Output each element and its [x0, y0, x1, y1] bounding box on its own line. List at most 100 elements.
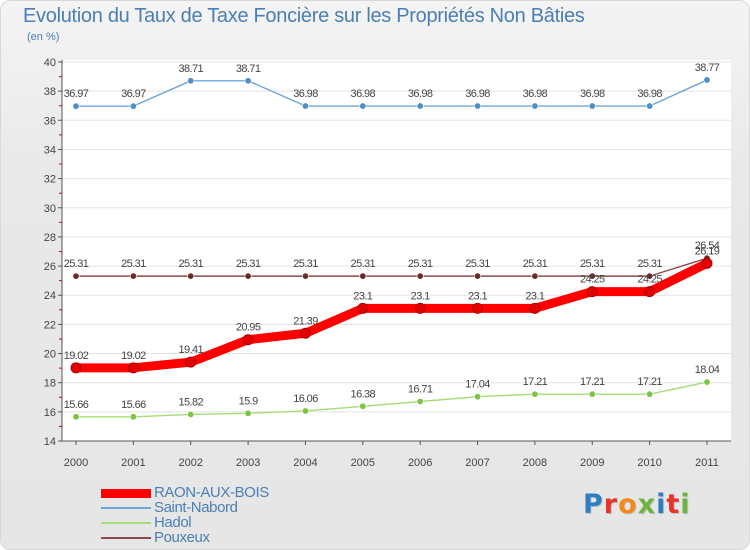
- data-point: [531, 272, 539, 280]
- data-label: 36.98: [293, 88, 318, 100]
- data-label: 25.31: [351, 258, 376, 270]
- data-label: 20.95: [236, 322, 261, 334]
- y-tick-label: 36: [44, 115, 56, 127]
- x-tick-label: 2003: [236, 457, 260, 469]
- x-tick-label: 2000: [64, 457, 88, 469]
- data-label: 17.21: [523, 376, 548, 388]
- x-tick-label: 2006: [408, 457, 432, 469]
- plot-area: [62, 60, 731, 441]
- x-tick-label: 2002: [178, 457, 202, 469]
- data-label: 36.98: [351, 88, 376, 100]
- series-line-pouxeux: [75, 257, 708, 277]
- data-point: [187, 77, 195, 85]
- x-tick-label: 2005: [351, 457, 375, 469]
- data-point: [644, 286, 656, 298]
- y-tick-label: 14: [44, 436, 56, 448]
- y-tick-label: 32: [44, 174, 56, 186]
- data-point: [531, 390, 539, 398]
- data-point: [129, 413, 137, 421]
- data-label: 25.31: [236, 258, 261, 270]
- legend-label: Saint-Nabord: [154, 499, 238, 516]
- y-tick-label: 28: [44, 232, 56, 244]
- data-point: [359, 272, 367, 280]
- y-tick-label: 18: [44, 378, 56, 390]
- chart-title: Evolution du Taux de Taxe Foncière sur l…: [23, 5, 585, 27]
- data-point: [529, 302, 541, 314]
- logo-letter: t: [666, 489, 681, 520]
- data-label: 25.31: [408, 258, 433, 270]
- data-label: 25.31: [580, 258, 605, 270]
- data-label: 24.25: [637, 274, 662, 286]
- data-point: [301, 102, 309, 110]
- data-label: 25.31: [465, 258, 490, 270]
- data-label: 25.31: [293, 258, 318, 270]
- y-tick-label: 38: [44, 86, 56, 98]
- data-point: [474, 393, 482, 401]
- data-point: [70, 362, 82, 374]
- data-label: 23.1: [411, 290, 430, 302]
- data-label: 36.98: [523, 88, 548, 100]
- data-label: 15.9: [239, 395, 258, 407]
- legend-label: Hadol: [154, 514, 192, 531]
- data-label: 23.1: [525, 290, 544, 302]
- data-point: [474, 272, 482, 280]
- data-label: 36.98: [465, 88, 490, 100]
- data-point: [588, 272, 596, 280]
- y-tick-label: 22: [44, 319, 56, 331]
- x-tick-label: 2001: [121, 457, 145, 469]
- legend-label: RAON-AUX-BOIS: [154, 484, 269, 501]
- data-point: [703, 76, 711, 84]
- data-label: 16.06: [293, 393, 318, 405]
- data-label: 38.71: [236, 63, 261, 75]
- data-point: [242, 334, 254, 346]
- data-point: [588, 390, 596, 398]
- logo-letter: i: [680, 489, 691, 520]
- data-label: 36.98: [637, 88, 662, 100]
- data-point: [357, 302, 369, 314]
- data-label: 38.77: [695, 62, 720, 74]
- legend-label: Pouxeux: [154, 529, 210, 546]
- data-point: [129, 272, 137, 280]
- logo-letter: P: [583, 489, 604, 520]
- x-tick-label: 2010: [637, 457, 661, 469]
- series-line-raon-aux-bois: [71, 258, 712, 373]
- data-label: 24.25: [580, 274, 605, 286]
- data-point: [299, 327, 311, 339]
- chart-unit-label: (en %): [27, 31, 60, 43]
- data-point: [646, 272, 654, 280]
- logo-letter: x: [637, 489, 657, 520]
- data-point: [301, 272, 309, 280]
- data-label: 18.04: [695, 364, 720, 376]
- y-tick-label: 40: [44, 57, 56, 69]
- data-point: [185, 356, 197, 368]
- legend-swatch: [101, 489, 151, 498]
- series-line-saint-nabord: [75, 79, 708, 107]
- data-label: 38.71: [178, 63, 203, 75]
- data-point: [72, 413, 80, 421]
- data-label: 21.39: [293, 315, 318, 327]
- data-point: [301, 407, 309, 415]
- data-point: [414, 302, 426, 314]
- data-point: [72, 102, 80, 110]
- data-point: [586, 286, 598, 298]
- data-label: 26.54: [695, 240, 720, 252]
- data-label: 15.66: [121, 399, 146, 411]
- data-label: 15.66: [64, 399, 89, 411]
- data-point: [244, 77, 252, 85]
- x-tick-label: 2009: [580, 457, 604, 469]
- proxiti-logo: Proxiti: [583, 489, 691, 520]
- data-label: 17.21: [580, 376, 605, 388]
- data-point: [187, 410, 195, 418]
- data-label: 25.31: [523, 258, 548, 270]
- data-point: [531, 102, 539, 110]
- data-point: [129, 102, 137, 110]
- legend-swatch: [101, 522, 151, 524]
- data-label: 19.02: [121, 350, 146, 362]
- data-point: [72, 272, 80, 280]
- data-point: [359, 102, 367, 110]
- data-point: [472, 302, 484, 314]
- data-label: 36.98: [408, 88, 433, 100]
- data-label: 26.19: [695, 245, 720, 257]
- logo-letter: o: [618, 489, 638, 520]
